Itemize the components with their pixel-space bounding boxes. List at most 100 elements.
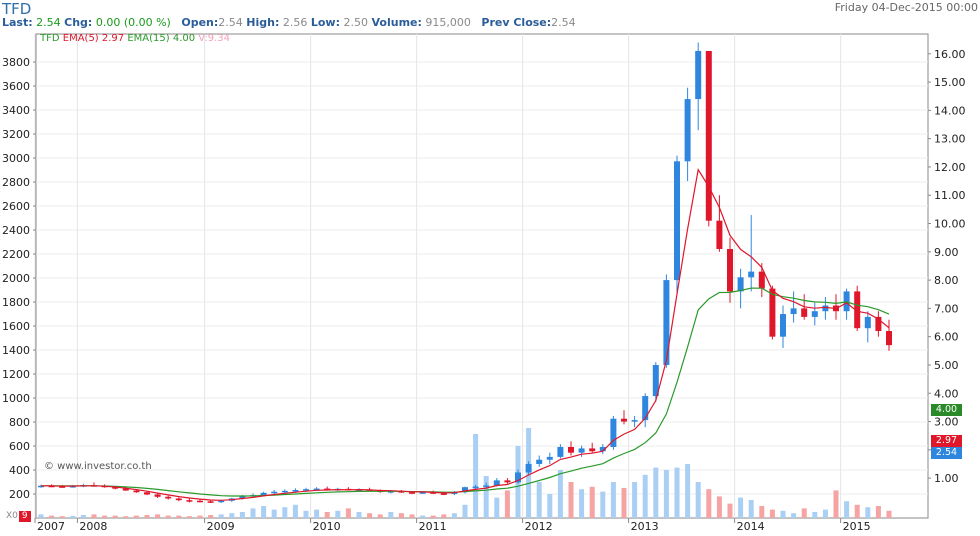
right-tick-label: 16.00 — [934, 48, 966, 61]
candle-body — [525, 463, 532, 473]
left-tick-label: 600 — [9, 440, 30, 453]
volume-bar — [663, 470, 669, 518]
candle-body — [324, 488, 331, 491]
candle-body — [695, 50, 702, 100]
volume-bar — [282, 507, 288, 518]
candle-body — [621, 418, 627, 422]
x-tick-label: 2007 — [37, 520, 65, 533]
left-tick-label: 3600 — [2, 80, 30, 93]
candle-body — [59, 486, 66, 488]
candle-body — [197, 500, 203, 503]
candle-body — [684, 99, 691, 162]
volume-bar — [398, 513, 404, 518]
low-value: 2.50 — [343, 16, 369, 29]
ema5-tag: 2.97 — [931, 435, 962, 447]
candle-body — [631, 420, 638, 422]
candle-body — [483, 485, 490, 487]
candle-body — [790, 308, 797, 315]
candle-body — [546, 456, 553, 460]
candle-body — [515, 472, 521, 483]
right-tick-label: 5.00 — [934, 359, 959, 372]
left-tick-label: 1000 — [2, 392, 30, 405]
volume-bar — [91, 514, 97, 518]
volume-bar — [822, 509, 828, 518]
right-axis: 1.002.003.004.005.006.007.008.009.0010.0… — [928, 48, 966, 485]
volume-bar — [865, 507, 871, 518]
prev-close-value: 2.54 — [551, 16, 576, 29]
volume-bar — [589, 486, 595, 518]
copyright-text: © www.investor.co.th — [44, 461, 152, 472]
xo-indicator[interactable]: X0 9 — [6, 511, 31, 522]
left-tick-label: 3800 — [2, 56, 30, 69]
left-tick-label: 2800 — [2, 176, 30, 189]
volume-bar — [695, 482, 701, 518]
volume-bar — [568, 482, 574, 518]
candle-body — [886, 331, 892, 346]
candle-body — [409, 492, 415, 494]
prev-close-label: Prev Close: — [481, 16, 552, 29]
candle-body — [218, 500, 225, 503]
candle-body — [38, 485, 44, 488]
candle-body — [780, 314, 786, 337]
volume-bar — [653, 467, 659, 518]
candle-body — [875, 316, 882, 332]
left-tick-label: 2400 — [2, 224, 30, 237]
candle-body — [822, 305, 829, 312]
volume-bar — [886, 510, 892, 518]
left-tick-label: 2000 — [2, 272, 30, 285]
candle-body — [440, 493, 447, 495]
candle-body — [281, 490, 288, 493]
candle-body — [589, 448, 596, 452]
candles — [38, 42, 892, 504]
candle-body — [472, 486, 479, 489]
volume-bar — [261, 506, 267, 518]
volume-bar — [759, 506, 765, 518]
volume-bar — [748, 500, 754, 518]
symbol-title: TFD — [2, 0, 32, 18]
volume-bar — [536, 482, 542, 518]
right-tick-label: 11.00 — [934, 189, 966, 202]
last-label: Last: — [2, 16, 33, 29]
x-tick-label: 2013 — [631, 520, 659, 533]
volume-bar — [727, 503, 733, 518]
volume-bar — [451, 513, 457, 518]
volume-bar — [38, 514, 44, 518]
volume-bar — [473, 434, 479, 518]
legend-ema5: EMA(5) 2.97 — [62, 33, 125, 44]
volume-bar — [314, 509, 320, 518]
volume-value: 915,000 — [425, 16, 471, 29]
candle-body — [642, 396, 649, 421]
candle-body — [652, 364, 659, 397]
right-tick-label: 8.00 — [934, 274, 959, 287]
volume-bar — [483, 476, 489, 518]
volume-bar — [165, 515, 171, 518]
candle-body — [133, 490, 140, 493]
volume-bar — [409, 514, 415, 518]
volume-bar — [610, 482, 616, 518]
x-tick-label: 2012 — [525, 520, 553, 533]
chg-label: Chg: — [64, 16, 93, 29]
candle-body — [175, 498, 182, 501]
x-tick-label: 2011 — [419, 520, 447, 533]
candle-body — [165, 496, 172, 499]
candle-body — [758, 271, 765, 289]
candle-body — [493, 480, 500, 486]
left-tick-label: 200 — [9, 488, 30, 501]
volume-bar — [239, 512, 245, 518]
volume-bar — [112, 515, 118, 518]
candle-body — [144, 492, 150, 495]
candle-body — [811, 311, 818, 317]
x-tick-label: 2015 — [843, 520, 871, 533]
right-tick-label: 12.00 — [934, 161, 966, 174]
volume-bar — [430, 515, 436, 518]
volume-bar — [335, 510, 341, 518]
candle-body — [271, 491, 278, 494]
right-tick-label: 1.00 — [934, 472, 959, 485]
quote-line: Last: 2.54 Chg: 0.00 (0.00 %) Open:2.54 … — [2, 16, 576, 29]
ema15-tag: 4.00 — [931, 404, 962, 416]
plot-frame — [35, 33, 929, 519]
x-axis: 2007 2008 2009 2010 2011 2012 2013 2014 2015 — [34, 518, 871, 533]
candle-body — [536, 459, 543, 464]
right-tick-label: 6.00 — [934, 331, 959, 344]
